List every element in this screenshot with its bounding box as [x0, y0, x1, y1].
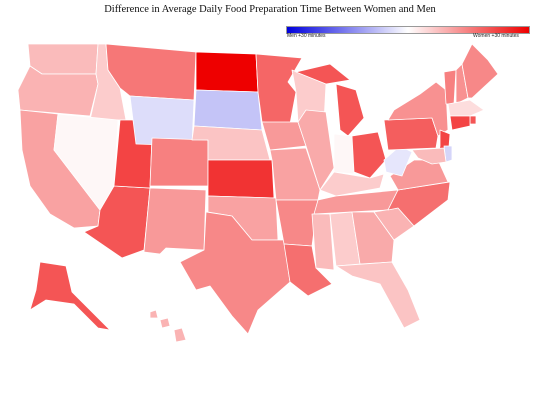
state-or — [17, 65, 99, 117]
state-vt — [443, 69, 457, 105]
state-hi — [149, 309, 187, 343]
state-ar — [275, 199, 319, 247]
state-ms — [311, 213, 335, 271]
state-sd — [193, 89, 263, 131]
legend-label-men: Men +30 minutes — [287, 33, 326, 39]
legend-label-women: Women +30 minutes — [473, 33, 519, 39]
state-wa — [27, 43, 99, 75]
state-me — [461, 43, 499, 99]
state-pa — [383, 117, 439, 151]
state-ri — [469, 115, 477, 125]
state-tx — [179, 211, 291, 335]
state-in — [333, 133, 355, 175]
state-oh — [351, 131, 387, 179]
color-scale-bar — [286, 26, 530, 34]
state-nd — [195, 51, 259, 93]
state-nm — [143, 187, 207, 255]
state-la — [283, 243, 333, 297]
map-title: Difference in Average Daily Food Prepara… — [104, 4, 436, 15]
state-mi — [295, 63, 365, 137]
state-ny — [387, 81, 449, 137]
state-md — [411, 147, 447, 165]
state-fl — [335, 261, 421, 329]
state-ct — [449, 115, 471, 131]
state-ga — [351, 211, 395, 265]
state-ks — [207, 159, 275, 199]
state-mn — [255, 53, 303, 125]
state-ma — [447, 99, 485, 117]
state-ak — [29, 261, 111, 331]
state-co — [149, 137, 209, 187]
